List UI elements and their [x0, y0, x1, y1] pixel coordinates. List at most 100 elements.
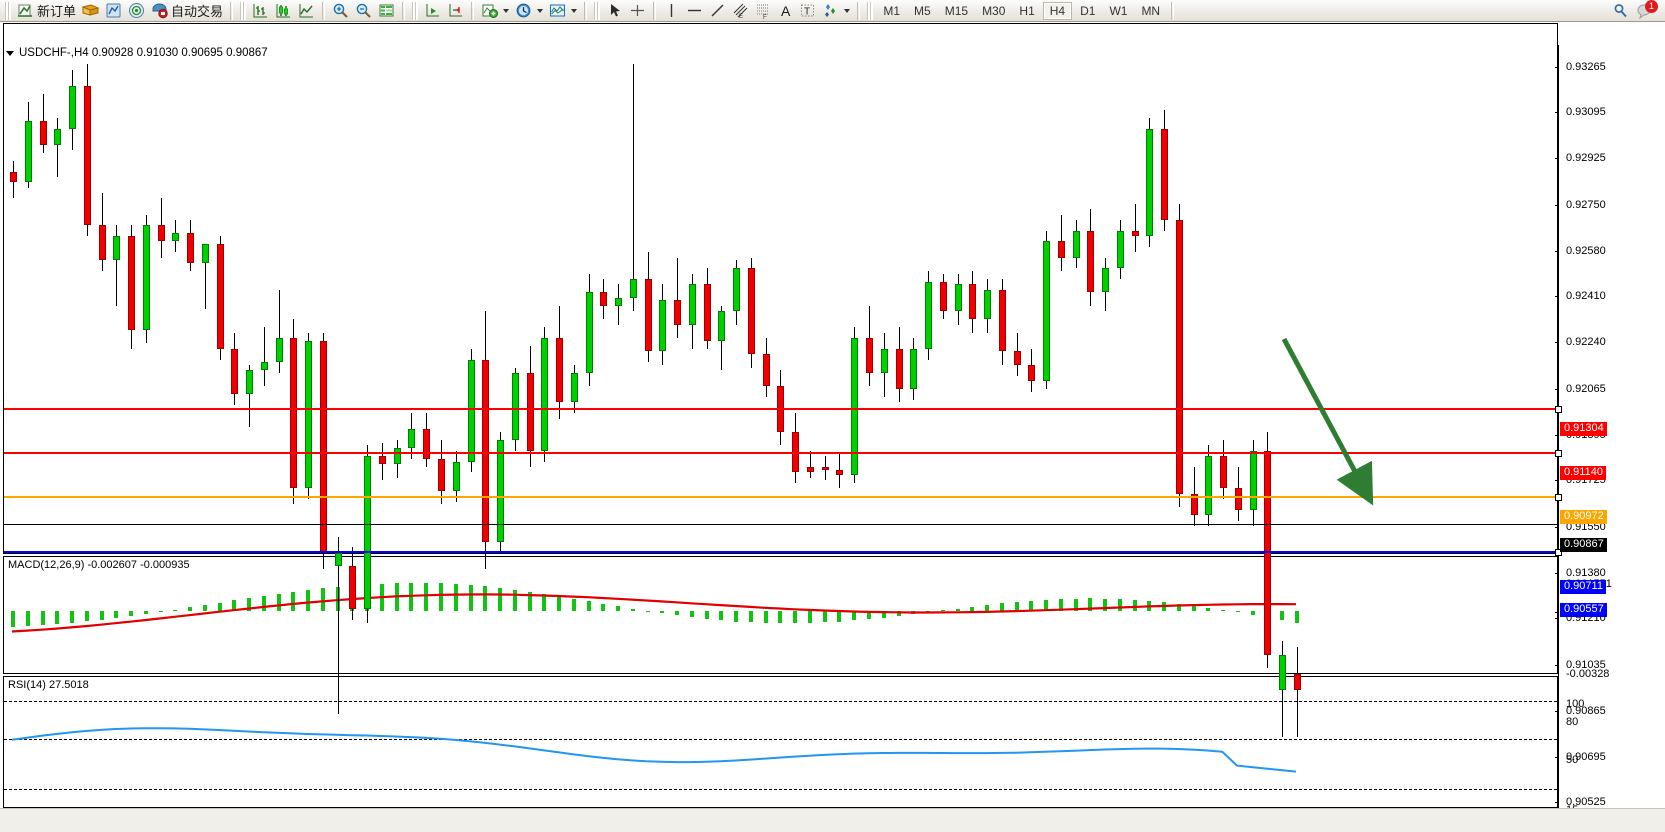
vertical-line-button[interactable]	[660, 1, 683, 21]
candlestick-series	[4, 24, 1557, 737]
candle-body-down	[1087, 230, 1094, 293]
candle-body-down	[556, 338, 563, 403]
macd-histogram-bar	[557, 596, 561, 611]
zoom-in-button[interactable]	[329, 1, 352, 21]
candlestick-chart-button[interactable]	[272, 1, 295, 21]
signals-button[interactable]	[125, 1, 148, 21]
new-order-button[interactable]: 新订单	[14, 1, 79, 21]
templates-caret-icon[interactable]	[571, 8, 578, 13]
shapes-button[interactable]	[819, 1, 853, 21]
stop-level-line[interactable]	[4, 450, 1562, 457]
market-watch-button[interactable]	[102, 1, 125, 21]
macd-pane[interactable]: MACD(12,26,9) -0.002607 -0.000935	[3, 556, 1558, 674]
target-1-label[interactable]: 0.90711	[1560, 580, 1606, 594]
candle-body-down	[600, 292, 607, 306]
candle-body-down	[527, 372, 534, 451]
candle-body-down	[158, 225, 165, 242]
candle-body-down	[807, 466, 814, 473]
periods-button[interactable]	[512, 1, 546, 21]
bar-chart-button[interactable]	[249, 1, 272, 21]
toolbar-grip-4[interactable]	[594, 1, 601, 20]
macd-histogram-bar	[513, 589, 517, 611]
search-button[interactable]	[1609, 1, 1632, 21]
auto-scroll-button[interactable]	[421, 1, 444, 21]
equidistant-channel-button[interactable]: E	[729, 1, 752, 21]
take-profit-label[interactable]: 0.91304	[1560, 422, 1607, 436]
horizontal-line-button[interactable]	[683, 1, 706, 21]
timeframe-w1[interactable]: W1	[1109, 3, 1128, 18]
candle-body-down	[1014, 351, 1021, 365]
timeframe-m1[interactable]: M1	[883, 3, 901, 18]
templates-button[interactable]	[546, 1, 580, 21]
timeframe-h4[interactable]: H4	[1042, 1, 1073, 20]
autotrading-icon	[151, 2, 168, 19]
indicators-button[interactable]	[478, 1, 512, 21]
cursor-button[interactable]	[603, 1, 626, 21]
notifications-button[interactable]: 1	[1632, 0, 1658, 21]
candle-body-up	[497, 440, 504, 543]
macd-histogram-bar	[616, 606, 620, 611]
toolbar-grip-3[interactable]	[412, 1, 419, 20]
candle-wick	[57, 117, 58, 177]
indicators-caret-icon[interactable]	[503, 8, 510, 13]
fibonacci-button[interactable]: F	[752, 1, 775, 21]
zoom-out-button[interactable]	[352, 1, 375, 21]
timeframe-m30[interactable]: M30	[982, 3, 1006, 18]
macd-histogram-bar	[1280, 611, 1284, 620]
price-pane-title[interactable]: USDCHF-,H4 0.90928 0.91030 0.90695 0.908…	[6, 47, 268, 59]
chart-shift-button[interactable]	[444, 1, 467, 21]
candle-wick	[264, 327, 265, 387]
timeframe-m15[interactable]: M15	[944, 3, 969, 18]
candle-body-up	[689, 284, 696, 325]
timeframe-d1[interactable]: D1	[1080, 3, 1096, 18]
price-scale[interactable]: 0.93265 0.93095 0.92925 0.92750 0.92580 0.924…	[1555, 45, 1665, 828]
charts-button[interactable]	[79, 1, 102, 21]
chart-menu-triangle-icon[interactable]	[6, 50, 14, 56]
toolbar-grip-5[interactable]	[867, 1, 874, 20]
target-2-line[interactable]	[4, 549, 1562, 556]
chart-shift-icon	[447, 2, 464, 19]
svg-text:F: F	[763, 15, 767, 19]
timeframe-m5[interactable]: M5	[914, 3, 931, 18]
candle-wick	[1297, 646, 1298, 737]
current-price-line[interactable]	[4, 524, 1557, 525]
target-2-label[interactable]: 0.90557	[1560, 603, 1607, 617]
macd-histogram-bar	[291, 591, 295, 611]
candle-body-up	[733, 268, 740, 312]
candle-body-down	[320, 340, 327, 553]
line-chart-button[interactable]	[295, 1, 318, 21]
timeframe-h1[interactable]: H1	[1019, 3, 1035, 18]
price-tick: 0.92410	[1555, 290, 1606, 302]
text-button[interactable]: A	[775, 1, 796, 21]
macd-histogram-bar	[1000, 603, 1004, 611]
periods-caret-icon[interactable]	[537, 8, 544, 13]
macd-histogram-bar	[173, 609, 177, 611]
rsi-pane[interactable]: RSI(14) 27.5018	[3, 676, 1558, 808]
macd-histogram-bar	[970, 606, 974, 611]
candle-body-down	[969, 284, 976, 320]
entry-level-line[interactable]	[4, 494, 1562, 501]
macd-histogram-bar	[690, 611, 694, 618]
price-pane[interactable]	[3, 23, 1562, 737]
candlestick-icon	[275, 2, 292, 19]
macd-histogram-bar	[1192, 605, 1196, 611]
current-price-label[interactable]: 0.90867	[1560, 538, 1607, 552]
toolbar-grip[interactable]	[5, 1, 11, 20]
macd-histogram-bar	[306, 589, 310, 611]
macd-histogram-bar	[734, 611, 738, 622]
entry-level-label[interactable]: 0.90972	[1560, 510, 1607, 524]
candle-wick	[116, 225, 117, 306]
data-window-button[interactable]	[375, 1, 398, 21]
crosshair-button[interactable]	[626, 1, 649, 21]
timeframe-mn[interactable]: MN	[1141, 3, 1161, 18]
chart-area[interactable]: USDCHF-,H4 0.90928 0.91030 0.90695 0.908…	[0, 22, 1665, 832]
toolbar-grip-2[interactable]	[240, 1, 247, 20]
text-label-button[interactable]: T	[796, 1, 819, 21]
shapes-caret-icon[interactable]	[844, 8, 851, 13]
trendline-button[interactable]	[706, 1, 729, 21]
take-profit-line[interactable]	[4, 406, 1562, 413]
autotrading-button[interactable]: 自动交易	[148, 1, 226, 21]
text-label-icon: T	[799, 2, 816, 19]
macd-histogram-bar	[11, 611, 15, 628]
stop-level-label[interactable]: 0.91140	[1560, 466, 1606, 480]
